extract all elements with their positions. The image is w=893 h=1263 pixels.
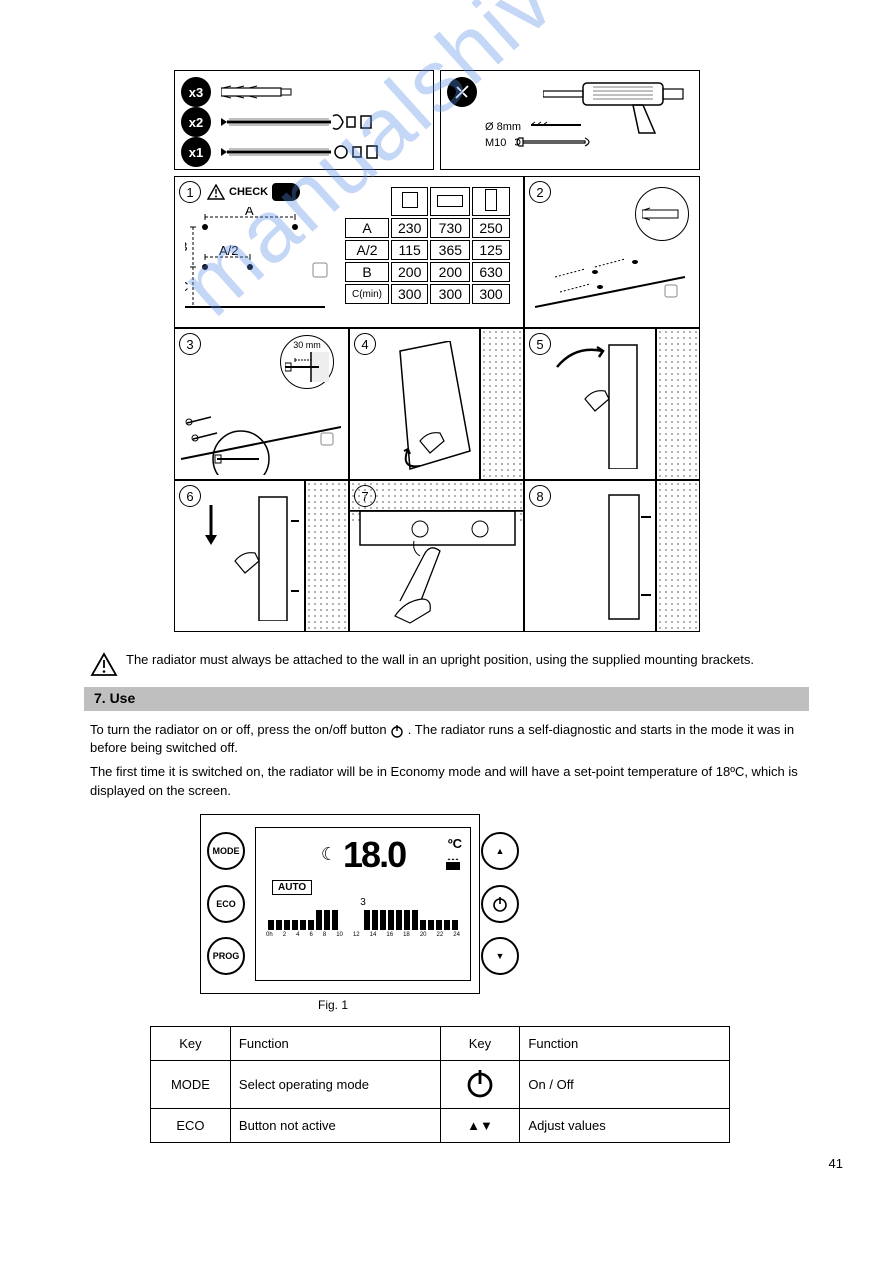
install-steps: 1 CHECK A A/2 B	[174, 176, 700, 632]
day-number: 3	[262, 897, 464, 908]
qty-badge-anchor: x3	[181, 77, 211, 107]
page-number: 41	[829, 1156, 843, 1171]
insert-anchors-diagram	[535, 237, 685, 317]
wall-anchor-icon	[221, 85, 311, 99]
key-hdr-4: Function	[520, 1026, 730, 1060]
control-panel-figure: MODE ECO PROG ☾ 18.0 ºC AUTO 3 0h2468101…	[200, 814, 803, 1012]
step-6: 6	[174, 480, 349, 632]
anchor-detail-icon	[635, 187, 689, 241]
use-section-body: To turn the radiator on or off, press th…	[90, 721, 803, 800]
temperature-value: 18.0	[343, 834, 405, 876]
key-function-table: Key Function Key Function MODE Select op…	[150, 1026, 730, 1143]
final-mounted-diagram	[555, 491, 665, 621]
dim-B-label: B	[185, 239, 188, 254]
drill-size-label: Ø 8mm	[485, 121, 521, 133]
caution-note: The radiator must always be attached to …	[90, 652, 803, 677]
control-right-column: ▲ ▼	[475, 815, 525, 993]
func-eco: Button not active	[230, 1108, 440, 1142]
dim-row-A2: A/2	[345, 240, 389, 260]
orientation-portrait-icon	[485, 189, 497, 211]
insert-screws-diagram	[181, 379, 341, 475]
wall-strip	[350, 481, 524, 511]
screw-depth-label: 30 mm	[293, 340, 321, 350]
tools-box: Ø 8mm M10	[440, 70, 700, 170]
step-number-1: 1	[179, 181, 201, 203]
hang-panel-diagram	[370, 341, 490, 471]
step-4: 4	[349, 328, 524, 480]
moon-icon: ☾	[321, 844, 337, 865]
dim-row-B: B	[345, 262, 389, 282]
mode-button[interactable]: MODE	[207, 832, 245, 870]
key-power	[440, 1060, 520, 1108]
hours-scale: 0h24681012141618202224	[266, 932, 460, 938]
wrench-size-label: M10	[485, 137, 506, 149]
parts-row: x3 x2 x1 Ø 8mm	[174, 70, 803, 170]
control-panel: MODE ECO PROG ☾ 18.0 ºC AUTO 3 0h2468101…	[200, 814, 480, 994]
qty-badge-wingbolt: x2	[181, 107, 211, 137]
dim-A2-label: A/2	[219, 243, 239, 258]
temperature-unit: ºC	[448, 836, 462, 851]
dim-row-A: A	[345, 218, 389, 238]
orientation-landscape-icon	[437, 195, 463, 207]
step-7: 7	[349, 480, 524, 632]
dim-row-C: C(min)	[345, 284, 389, 304]
hex-bolt-icon	[221, 144, 411, 160]
key-hdr-3: Key	[440, 1026, 520, 1060]
dim-A-label: A	[245, 207, 254, 218]
wrench-icon	[515, 135, 595, 149]
power-icon	[390, 724, 404, 738]
check-text: CHECK	[229, 186, 268, 198]
func-power: On / Off	[520, 1060, 730, 1108]
drill-bit-icon	[531, 121, 591, 129]
wing-bolt-icon	[221, 114, 411, 130]
step-3: 3 30 mm	[174, 328, 349, 480]
power-button[interactable]	[481, 885, 519, 923]
key-mode: MODE	[151, 1060, 231, 1108]
use-p2: The first time it is switched on, the ra…	[90, 763, 803, 799]
warning-triangle-icon	[90, 652, 118, 677]
tools-badge-icon	[447, 77, 477, 107]
tilt-panel-diagram	[545, 339, 665, 469]
figure-label: Fig. 1	[318, 998, 803, 1012]
heating-icon	[444, 858, 462, 876]
qty-badge-hexbolt: x1	[181, 137, 211, 167]
up-button[interactable]: ▲	[481, 832, 519, 870]
key-hdr-2: Function	[230, 1026, 440, 1060]
func-updown: Adjust values	[520, 1108, 730, 1142]
power-icon	[464, 1067, 496, 1099]
func-mode: Select operating mode	[230, 1060, 440, 1108]
eco-button[interactable]: ECO	[207, 885, 245, 923]
key-eco: ECO	[151, 1108, 231, 1142]
slide-down-diagram	[195, 491, 315, 621]
section-header: 7. Use	[84, 687, 809, 711]
tape-measure-icon	[272, 183, 300, 201]
orientation-square-icon	[402, 192, 418, 208]
step-2: 2	[524, 176, 700, 328]
step-number-8: 8	[529, 485, 551, 507]
schedule-bars	[268, 910, 458, 930]
key-updown: ▲▼	[440, 1108, 520, 1142]
hardware-box: x3 x2 x1	[174, 70, 434, 170]
auto-indicator: AUTO	[272, 880, 312, 895]
dim-C-label: C	[185, 279, 188, 294]
down-button[interactable]: ▼	[481, 937, 519, 975]
caution-text: The radiator must always be attached to …	[126, 652, 754, 667]
step-number-3: 3	[179, 333, 201, 355]
dimension-diagram: A A/2 B C	[185, 207, 335, 322]
check-label: CHECK	[207, 183, 300, 201]
prog-button[interactable]: PROG	[207, 937, 245, 975]
dimension-table: A230730250 A/2115365125 B200200630 C(min…	[343, 185, 512, 306]
use-p1-a: To turn the radiator on or off, press th…	[90, 722, 390, 737]
display-screen: ☾ 18.0 ºC AUTO 3 0h24681012141618202224	[255, 827, 471, 981]
step-5: 5	[524, 328, 700, 480]
step-8: 8	[524, 480, 700, 632]
control-left-column: MODE ECO PROG	[201, 815, 251, 993]
step-number-2: 2	[529, 181, 551, 203]
key-hdr-1: Key	[151, 1026, 231, 1060]
step-1: 1 CHECK A A/2 B	[174, 176, 524, 328]
